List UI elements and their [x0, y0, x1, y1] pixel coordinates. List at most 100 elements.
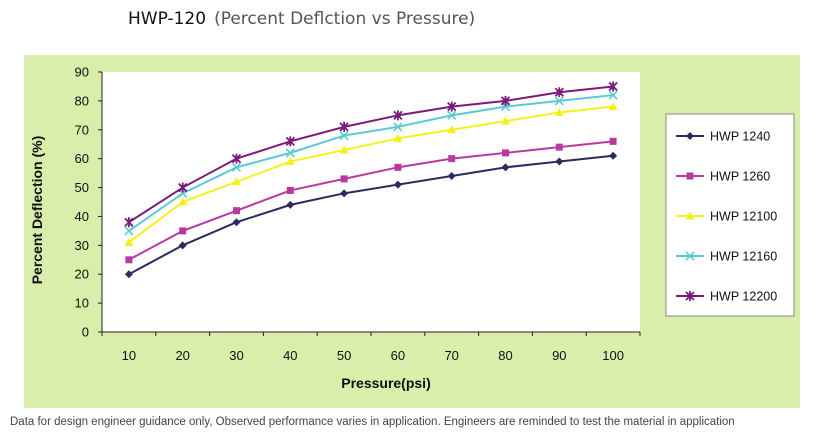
y-tick-label: 10 [75, 296, 89, 311]
series-line [128, 154, 614, 276]
data-point [609, 137, 617, 145]
y-tick-label: 70 [75, 122, 89, 137]
legend-item: HWP 12160 [676, 250, 777, 264]
data-point [554, 107, 564, 116]
data-point [685, 211, 695, 220]
data-point [686, 172, 694, 180]
data-point [179, 227, 187, 235]
data-point [685, 291, 695, 301]
data-point [555, 143, 563, 151]
series-line [128, 85, 614, 224]
x-tick-label: 50 [337, 348, 351, 363]
x-tick-label: 60 [391, 348, 405, 363]
series-hwp-1240 [124, 151, 618, 279]
data-point [339, 145, 349, 154]
data-point [393, 122, 403, 132]
data-point [608, 81, 618, 92]
series-line [128, 94, 614, 232]
x-axis-ticks: 10 20 30 40 50 60 70 80 90 100 [101, 332, 641, 363]
x-tick-label: 100 [602, 348, 624, 363]
data-point [447, 101, 457, 112]
series-hwp-12100 [124, 102, 618, 246]
y-axis-ticks: 0 10 20 30 40 50 60 70 80 90 [75, 65, 102, 340]
data-point [285, 157, 295, 166]
data-point [231, 153, 242, 164]
data-point [608, 102, 618, 111]
data-point [609, 151, 618, 160]
data-point [339, 130, 349, 141]
data-point [125, 256, 133, 264]
data-point [233, 207, 240, 215]
data-point [447, 172, 456, 180]
data-point [178, 241, 187, 250]
legend-label: HWP 1240 [710, 130, 770, 144]
chart-header: HWP-120 (Percent Deflction vs Pressure) [128, 9, 475, 37]
plot-area [102, 72, 640, 332]
y-tick-label: 20 [75, 267, 89, 282]
data-point [124, 226, 134, 236]
y-tick-label: 40 [75, 209, 89, 224]
y-tick-label: 0 [82, 325, 89, 340]
data-point [178, 182, 188, 193]
x-axis-title: Pressure(psi) [341, 375, 430, 391]
data-point [124, 217, 134, 228]
data-point [124, 270, 133, 279]
legend-item: HWP 12100 [676, 210, 777, 224]
data-point [232, 177, 241, 186]
y-tick-label: 30 [75, 238, 89, 253]
x-tick-label: 80 [498, 348, 512, 363]
y-tick-label: 60 [75, 151, 89, 166]
data-point [500, 95, 511, 106]
series-line [128, 140, 614, 261]
y-tick-label: 90 [75, 65, 89, 80]
data-point [555, 157, 564, 166]
data-point [394, 163, 402, 171]
x-tick-label: 30 [229, 348, 243, 363]
y-axis-title: Percent Deflection (%) [29, 136, 45, 285]
series-line [128, 105, 614, 244]
data-point [447, 125, 457, 134]
data-point [286, 200, 295, 209]
series-hwp-12200 [124, 81, 618, 228]
y-tick-label: 50 [75, 180, 89, 195]
data-point [502, 149, 509, 157]
data-point [686, 132, 694, 140]
data-point [340, 189, 349, 198]
legend-label: HWP 12200 [710, 290, 777, 304]
legend: HWP 1240 HWP 1260 HWP 12100 HWP 12160 HWP 12… [676, 130, 777, 304]
legend-label: HWP 1260 [710, 170, 770, 184]
chart-title: HWP-120 [128, 9, 207, 29]
data-point [285, 148, 295, 158]
x-tick-label: 40 [283, 348, 297, 363]
data-point [232, 218, 241, 227]
legend-item: HWP 1260 [676, 170, 770, 184]
data-point [231, 162, 242, 172]
data-point [393, 133, 403, 142]
data-point [124, 237, 134, 246]
y-tick-label: 80 [75, 93, 89, 108]
series-group [124, 81, 618, 279]
data-point [501, 116, 510, 125]
x-tick-label: 90 [552, 348, 566, 363]
data-point [685, 251, 695, 261]
x-tick-label: 10 [122, 348, 136, 363]
chart-subtitle: (Percent Deflction vs Pressure) [214, 9, 476, 29]
data-point [340, 175, 348, 183]
data-point [554, 87, 564, 98]
legend-item: HWP 12200 [676, 290, 777, 304]
legend-item: HWP 1240 [676, 130, 770, 144]
data-point [393, 110, 403, 121]
data-point [447, 110, 457, 120]
data-point [608, 90, 618, 100]
data-point [178, 197, 188, 206]
data-point [339, 121, 349, 132]
data-point [448, 155, 456, 163]
x-tick-label: 70 [444, 348, 458, 363]
data-point [554, 96, 564, 106]
data-point [285, 136, 295, 147]
legend-label: HWP 12160 [710, 250, 777, 264]
x-tick-label: 20 [175, 348, 189, 363]
data-point [501, 163, 510, 172]
data-point [393, 180, 402, 189]
